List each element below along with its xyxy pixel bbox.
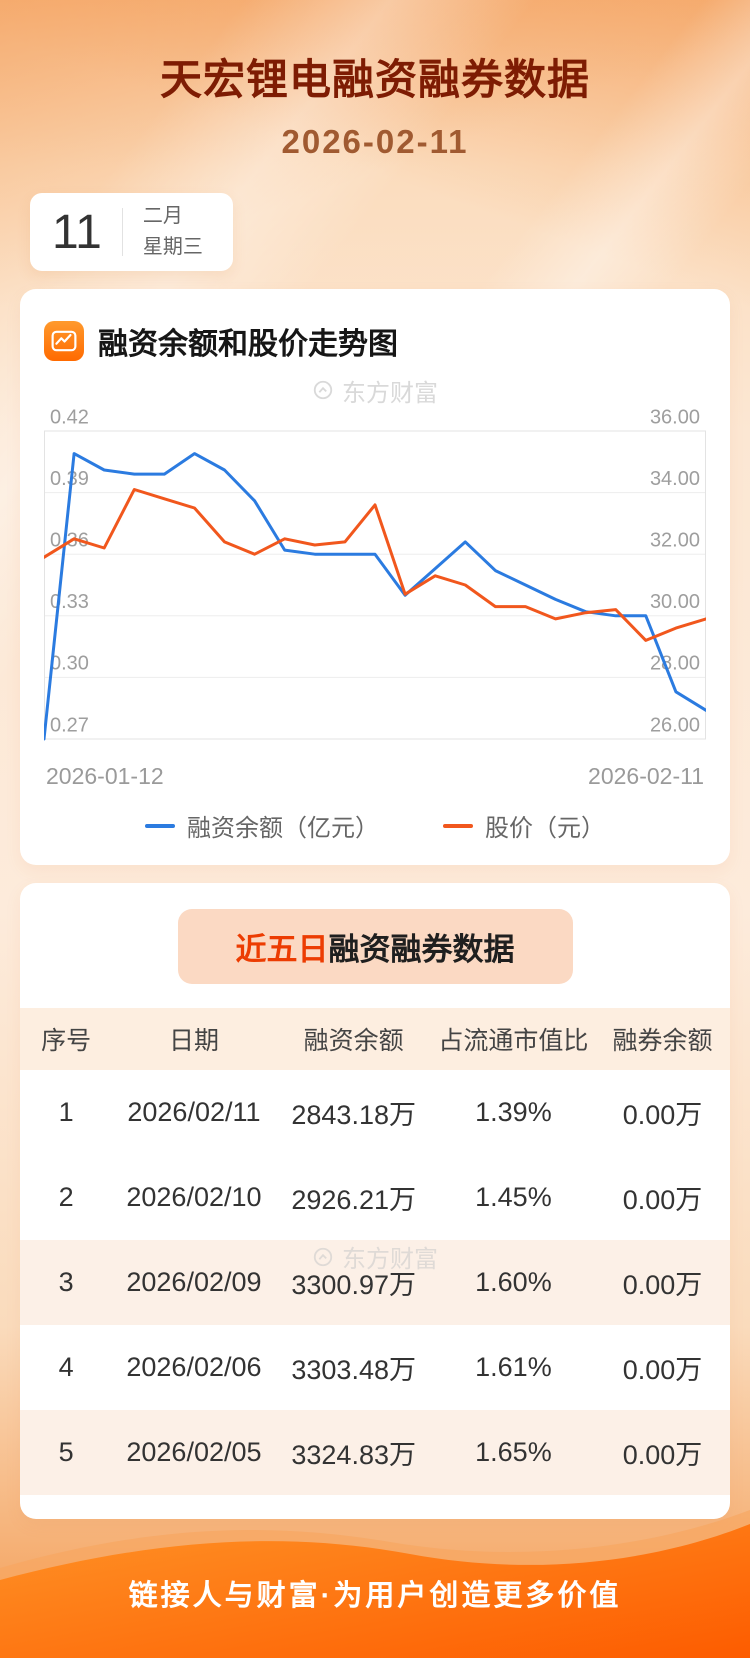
chart-glyph-icon [51, 330, 77, 352]
table-cell: 0.00万 [622, 1355, 703, 1385]
x-start-label: 2026-01-12 [46, 763, 164, 789]
eastmoney-logo-icon [313, 1247, 333, 1266]
right-axis-label: 34.00 [650, 468, 700, 490]
chart-card-header: 融资余额和股价走势图 [44, 319, 706, 363]
table-row: 1 2026/02/11 2843.18万 1.39% 0.00万 [20, 1070, 730, 1155]
trend-chart: 0.420.390.360.330.300.2736.0034.0032.003… [44, 407, 706, 741]
right-axis-label: 36.00 [650, 407, 700, 428]
right-axis-label: 30.00 [650, 591, 700, 613]
legend-label: 股价（元） [485, 815, 605, 842]
table-head: 序号 日期 融资余额 占流通市值比 融券余额 [20, 1008, 730, 1070]
left-axis-label: 0.39 [50, 468, 89, 490]
left-axis-label: 0.42 [50, 407, 89, 428]
table-row: 3 2026/02/09 3300.97万 1.60% 0.00万 [20, 1240, 730, 1325]
month-label: 二月 [142, 205, 183, 227]
table-cell: 2026/02/09 [126, 1267, 262, 1297]
chart-area: 东方财富 0.42 0.39 0.36 0.33 0.30 0.27 36.00 34.00 3… [44, 375, 706, 843]
chart-legend: 融资余额（亿元） 股价（元） [44, 808, 706, 843]
table-header-row: 序号 日期 融资余额 占流通市值比 融券余额 [20, 1008, 730, 1070]
date-card: 11 二月 星期三 [30, 193, 233, 271]
date-card-row: 11 二月 星期三 [30, 193, 750, 271]
legend-marker-orange [443, 823, 473, 828]
x-axis-labels: 2026-01-12 2026-02-11 [44, 763, 706, 790]
legend-label: 融资余额（亿元） [187, 815, 379, 842]
table-cell: 2 [58, 1182, 74, 1212]
right-axis-label: 26.00 [650, 714, 700, 736]
margin-balance-line [44, 452, 706, 741]
chart-watermark-text: 东方财富 [342, 379, 438, 407]
day-number: 11 [52, 205, 102, 259]
column-header: 占流通市值比 [431, 1008, 596, 1070]
table-row: 5 2026/02/05 3324.83万 1.65% 0.00万 [20, 1410, 730, 1495]
margin-data-table: 序号 日期 融资余额 占流通市值比 融券余额 1 2026/02/11 2843.18万 1.… [20, 1008, 730, 1495]
table-cell: 3303.48万 [291, 1355, 416, 1385]
legend-item-margin-balance: 融资余额（亿元） [145, 808, 379, 843]
table-watermark-text: 东方财富 [342, 1246, 438, 1274]
weekday-label: 星期三 [142, 236, 203, 258]
header-section: 天宏锂电融资融券数据 2026-02-11 [0, 0, 750, 161]
column-header: 序号 [20, 1008, 113, 1070]
right-axis-label: 28.00 [650, 653, 700, 675]
table-cell: 2026/02/10 [126, 1182, 262, 1212]
table-cell: 5 [58, 1437, 74, 1467]
page-date: 2026-02-11 [281, 123, 469, 160]
chart-watermark: 东方财富 [44, 375, 706, 407]
table-cell: 1.60% [475, 1267, 552, 1297]
table-card: 近五日融资融券数据 序号 日期 融资余额 占流通市值比 融券余额 1 2026/02/11… [20, 883, 730, 1519]
left-axis-label: 0.33 [50, 591, 89, 613]
eastmoney-logo-icon [313, 380, 333, 400]
table-cell: 0.00万 [622, 1185, 703, 1215]
footer-slogan: 链接人与财富·为用户创造更多价值 [128, 1580, 622, 1612]
table-cell: 3 [58, 1267, 74, 1297]
table-cell: 2843.18万 [291, 1100, 416, 1130]
x-end-label: 2026-02-11 [588, 763, 704, 789]
right-axis-label: 32.00 [650, 529, 700, 551]
legend-marker-blue [145, 823, 175, 828]
table-cell: 0.00万 [622, 1270, 703, 1300]
table-title: 近五日融资融券数据 [177, 909, 573, 984]
legend-item-stock-price: 股价（元） [443, 808, 605, 843]
table-cell: 3300.97万 [291, 1270, 416, 1300]
footer: 链接人与财富·为用户创造更多价值 [0, 1468, 750, 1658]
table-cell: 1.65% [475, 1437, 552, 1467]
table-cell: 1.61% [475, 1352, 552, 1382]
table-cell: 2026/02/11 [127, 1097, 261, 1127]
footer-wave [0, 1510, 750, 1658]
page-title: 天宏锂电融资融券数据 [159, 56, 590, 103]
table-watermark: 东方财富 [312, 1239, 438, 1274]
column-header: 日期 [112, 1008, 276, 1070]
left-axis-label: 0.30 [50, 653, 89, 675]
date-divider [121, 208, 123, 256]
date-meta: 二月 星期三 [143, 201, 203, 263]
table-cell: 3324.83万 [291, 1440, 416, 1470]
table-row: 2 2026/02/10 2926.21万 1.45% 0.00万 [20, 1155, 730, 1240]
table-cell: 2926.21万 [291, 1185, 416, 1215]
table-cell: 1.39% [475, 1097, 552, 1127]
table-title-highlight: 近五日 [235, 932, 329, 967]
table-cell: 2026/02/06 [126, 1352, 262, 1382]
table-cell: 1 [58, 1097, 74, 1127]
table-body: 1 2026/02/11 2843.18万 1.39% 0.00万 2 2026/02/10… [20, 1070, 730, 1495]
table-cell: 0.00万 [622, 1440, 703, 1470]
trend-chart-icon [44, 321, 84, 361]
column-header: 融资余额 [275, 1008, 432, 1070]
column-header: 融券余额 [595, 1008, 730, 1070]
stock-price-line [44, 488, 706, 642]
table-title-rest: 融资融券数据 [328, 932, 515, 967]
table-cell: 0.00万 [622, 1100, 703, 1130]
left-axis-label: 0.27 [50, 714, 89, 736]
chart-card: 融资余额和股价走势图 东方财富 0.42 0.39 0.36 0.33 0.30 0.27… [20, 289, 730, 865]
table-cell: 2026/02/05 [126, 1437, 262, 1467]
table-cell: 4 [58, 1352, 74, 1382]
chart-section-title: 融资余额和股价走势图 [98, 328, 398, 361]
table-cell: 1.45% [475, 1182, 552, 1212]
table-row: 4 2026/02/06 3303.48万 1.61% 0.00万 [20, 1325, 730, 1410]
